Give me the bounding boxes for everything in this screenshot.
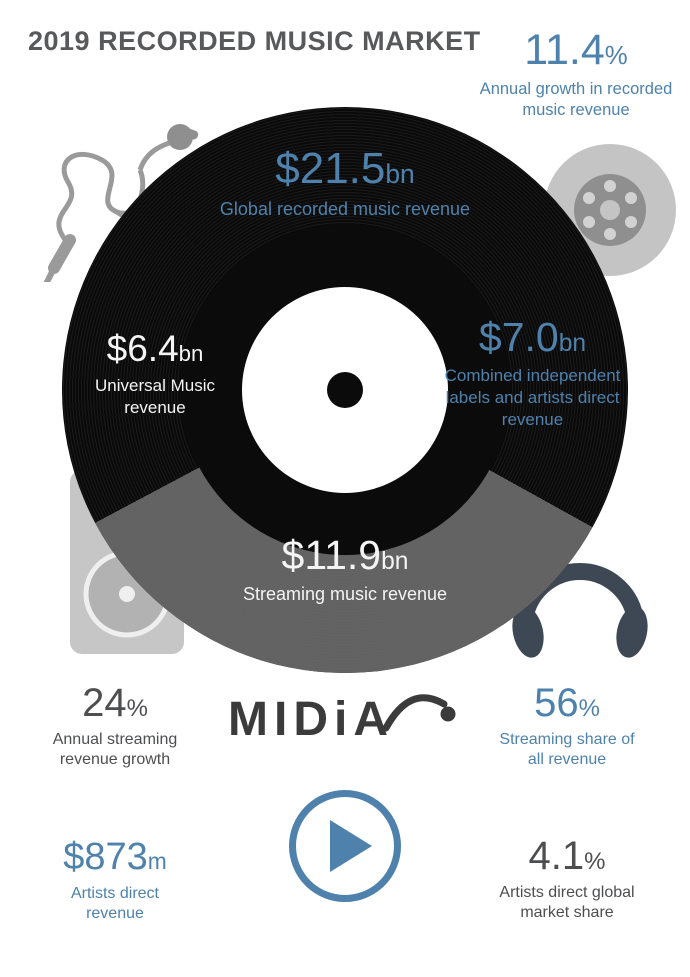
stat-unit: bn [385, 159, 415, 189]
play-icon [330, 820, 372, 872]
stat-unit: % [126, 695, 148, 722]
stat-label: Streaming music revenue [242, 584, 448, 605]
stat-unit: bn [178, 341, 204, 366]
stat-artists-direct-share: 4.1% Artists direct global market share [497, 835, 637, 924]
stat-independent-revenue: $7.0bn Combined independent labels and a… [440, 314, 625, 430]
stat-unit: % [604, 42, 628, 70]
stat-streaming-share: 56% Streaming share of all revenue [497, 682, 637, 771]
midia-logo-text: MIDiA [228, 693, 394, 746]
stat-annual-growth: 11.4% Annual growth in recorded music re… [463, 26, 689, 121]
stat-value: 24 [82, 681, 127, 725]
stat-value: $21.5 [275, 144, 386, 193]
stat-value: $7.0 [478, 314, 559, 360]
stat-unit: bn [381, 548, 409, 575]
stat-value: 4.1 [528, 834, 585, 878]
stat-streaming-revenue: $11.9bn Streaming music revenue [215, 532, 475, 606]
stat-label: Artists direct revenue [70, 884, 159, 923]
stat-artists-direct-revenue: $873m Artists direct revenue [40, 836, 190, 925]
record-hole [327, 372, 363, 408]
stat-unit: bn [558, 330, 587, 357]
stat-value: $873 [63, 836, 148, 878]
stat-streaming-growth: 24% Annual streaming revenue growth [45, 682, 185, 771]
stat-unit: % [578, 695, 600, 722]
play-button[interactable] [289, 790, 401, 902]
stat-label: Annual streaming revenue growth [52, 731, 178, 769]
stat-value: $6.4 [106, 328, 179, 369]
stat-label: Universal Music revenue [95, 375, 215, 417]
page-title: 2019 RECORDED MUSIC MARKET [28, 26, 481, 56]
stat-unit: % [584, 848, 606, 875]
stat-value: 11.4 [524, 26, 605, 74]
stat-unit: m [147, 848, 167, 874]
stat-label: Annual growth in recorded music revenue [479, 80, 673, 120]
stat-value: $11.9 [281, 532, 382, 578]
stat-value: 56 [534, 681, 579, 725]
stat-global-revenue: $21.5bn Global recorded music revenue [215, 144, 475, 221]
stat-universal-revenue: $6.4bn Universal Music revenue [75, 328, 235, 418]
stat-label: Streaming share of all revenue [499, 731, 635, 769]
stat-label: Global recorded music revenue [219, 199, 471, 220]
midia-headphone-arc-icon [382, 694, 456, 732]
midia-logo: MIDiA [228, 692, 394, 747]
stat-label: Artists direct global market share [499, 884, 635, 922]
stat-label: Combined independent labels and artists … [444, 366, 621, 429]
vinyl-record [62, 107, 628, 673]
